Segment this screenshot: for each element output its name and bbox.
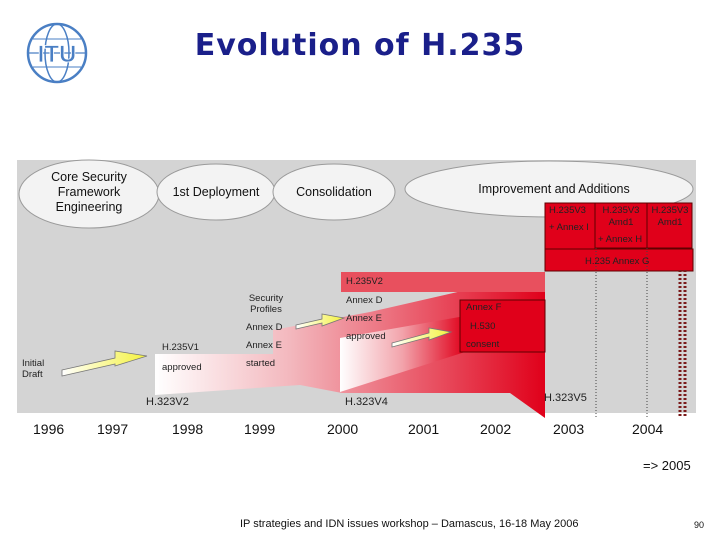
h323v4-label: H.323V4 xyxy=(345,396,388,408)
year-2003: 2003 xyxy=(553,421,585,437)
arrow-to-annex-f xyxy=(391,327,453,348)
annex-g-box xyxy=(544,248,694,272)
annex-i-label: + Annex I xyxy=(549,222,589,233)
phase-ellipse-consolidation xyxy=(272,163,396,221)
annex-f-box xyxy=(459,299,546,353)
annex-d-1-label: Annex D xyxy=(246,322,283,333)
phase-improvement: Improvement and Additions xyxy=(478,182,630,196)
h235v3-amd1-box xyxy=(594,202,648,249)
arrow-draft-to-v1 xyxy=(61,350,148,377)
h235v2-box xyxy=(341,272,545,292)
phase-consolidation: Consolidation xyxy=(296,185,372,199)
phase-first-deployment: 1st Deployment xyxy=(172,185,260,199)
h235v3-amd1-label: H.235V3 Amd1 xyxy=(602,205,640,228)
year-1999: 1999 xyxy=(244,421,276,437)
year-2002: 2002 xyxy=(480,421,512,437)
year-1997: 1997 xyxy=(97,421,129,437)
security-profiles-label: Security Profiles xyxy=(248,293,284,315)
arrow-to-consolidation xyxy=(295,313,346,330)
phase-core-security: Core Security Framework Engineering xyxy=(51,170,127,214)
consent-label: consent xyxy=(466,339,500,350)
annex-g-label: H.235 Annex G xyxy=(585,256,650,267)
later-2005-label: => 2005 xyxy=(643,458,691,473)
footer-text: IP strategies and IDN issues workshop – … xyxy=(240,518,579,530)
svg-text:ITU: ITU xyxy=(38,41,77,68)
initial-draft-label: Initial Draft xyxy=(22,358,45,380)
annex-d-2-label: Annex D xyxy=(346,295,383,306)
year-1996: 1996 xyxy=(33,421,65,437)
started-label: started xyxy=(246,358,276,369)
approved2-label: approved xyxy=(346,331,386,342)
itu-logo: ITU xyxy=(26,22,88,84)
h323v2-label: H.323V2 xyxy=(146,396,189,408)
annex-e-1-label: Annex E xyxy=(246,340,282,351)
annex-h-label: + Annex H xyxy=(598,234,643,245)
year-2000: 2000 xyxy=(327,421,359,437)
h235v1-label: H.235V1 xyxy=(162,342,199,353)
page-title: Evolution of H.235 xyxy=(194,28,526,63)
page-number: 90 xyxy=(694,520,705,530)
approved1-label: approved xyxy=(162,362,202,373)
h323v5-label: H.323V5 xyxy=(544,392,587,404)
h235v3-label: H.235V3 xyxy=(549,205,586,216)
h530-label: H.530 xyxy=(470,321,496,332)
year-1998: 1998 xyxy=(172,421,204,437)
h235v3-amd1b-label: H.235V3 Amd1 xyxy=(651,205,689,228)
h235v3-amd1b-box xyxy=(646,202,693,249)
h235v2-label: H.235V2 xyxy=(346,276,383,287)
year-2001: 2001 xyxy=(408,421,440,437)
year-2004: 2004 xyxy=(632,421,664,437)
annex-f-label: Annex F xyxy=(466,302,502,313)
annex-e-2-label: Annex E xyxy=(346,313,382,324)
